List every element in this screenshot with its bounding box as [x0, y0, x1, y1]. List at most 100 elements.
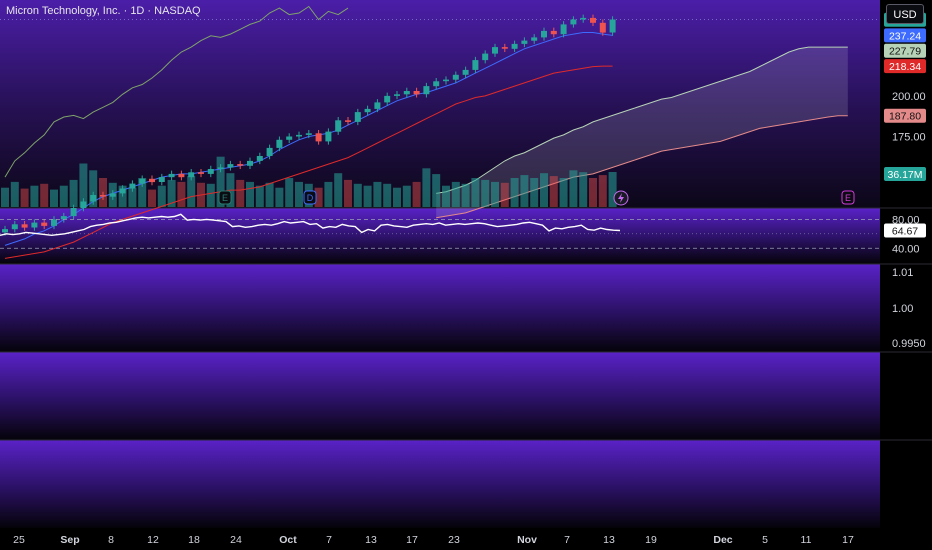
candle — [560, 21, 567, 38]
ichimoku-cloud — [436, 47, 848, 218]
lightning-event-icon[interactable] — [613, 190, 629, 206]
price-badge-text: 218.34 — [889, 61, 921, 73]
candle — [403, 87, 410, 98]
volume-bar — [334, 173, 343, 207]
volume-bar — [216, 156, 225, 207]
candle — [158, 173, 165, 186]
rsi-line — [0, 213, 621, 237]
candle-body — [325, 131, 332, 142]
candle — [70, 204, 77, 220]
time-axis-label: 5 — [762, 534, 768, 546]
candle — [345, 117, 351, 126]
price-badge-bg — [884, 28, 926, 43]
volume-bar — [510, 178, 519, 207]
candle — [384, 92, 391, 106]
volume-bar — [451, 181, 460, 207]
candle — [168, 170, 175, 181]
candle-body — [256, 156, 263, 161]
candle — [570, 16, 577, 28]
volume-bar — [79, 163, 88, 207]
volume-bar — [157, 185, 166, 207]
volume-bar — [236, 179, 245, 207]
kijun-sen — [4, 65, 613, 259]
time-axis-label: 7 — [564, 534, 570, 546]
candle-body — [178, 173, 185, 178]
senkou-span-b — [436, 115, 848, 219]
rsi-badge: 64.67 — [884, 223, 926, 238]
candle-body — [511, 43, 518, 49]
earnings-marker-future-icon-box — [841, 190, 855, 205]
candle — [41, 219, 48, 230]
candle — [21, 221, 28, 231]
volume-bar — [138, 178, 147, 207]
candle-body — [276, 139, 283, 148]
time-axis-label: 25 — [13, 534, 25, 546]
dividend-marker-icon[interactable]: D — [303, 190, 317, 205]
candle-body — [531, 37, 538, 41]
earnings-marker-future-icon[interactable]: E — [841, 190, 855, 205]
volume-bar — [461, 183, 470, 207]
candle-body — [433, 81, 440, 87]
time-axis-label: 17 — [842, 534, 854, 546]
symbol-title[interactable]: Micron Technology, Inc. · 1D · NASDAQ — [6, 5, 201, 17]
candle — [188, 169, 195, 181]
currency-button[interactable]: USD — [886, 4, 924, 24]
volume-bar — [20, 188, 29, 207]
candle — [501, 43, 508, 52]
candle — [51, 216, 57, 230]
candle-body — [119, 188, 126, 194]
volume-bar — [50, 189, 58, 207]
indicator-tick-label: 1.00 — [892, 303, 913, 315]
volume-bar — [589, 178, 597, 207]
candle — [599, 19, 606, 36]
volume-bar — [128, 187, 137, 207]
candle-body — [80, 201, 87, 208]
candle — [452, 71, 459, 83]
candle-body — [296, 134, 302, 137]
candle-body — [462, 69, 469, 75]
indicator-tick-label: 0.9950 — [892, 338, 926, 350]
volume-bar — [353, 183, 362, 207]
candle-body — [354, 112, 361, 122]
volume-bar — [206, 183, 215, 207]
time-axis-label: 8 — [108, 534, 114, 546]
volume-bar — [275, 187, 284, 207]
candle-body — [599, 22, 606, 33]
candle — [305, 130, 312, 139]
time-axis-label: 11 — [801, 534, 812, 546]
price-pane-bg — [0, 0, 880, 208]
candle — [354, 108, 361, 126]
volume-bar — [314, 187, 323, 207]
candle — [149, 175, 155, 186]
time-axis-label: 18 — [188, 534, 200, 546]
candle-body — [413, 91, 420, 95]
time-axis-label: 19 — [645, 534, 657, 546]
earnings-marker-icon[interactable]: E — [218, 190, 232, 205]
volume-bar — [520, 175, 529, 207]
volume-bar — [608, 172, 617, 207]
candle-body — [109, 193, 116, 197]
volume-bar — [59, 185, 68, 207]
candle — [531, 34, 538, 44]
candle — [80, 198, 87, 212]
volume-bar — [30, 185, 39, 207]
candle-body — [541, 30, 547, 38]
candle — [296, 131, 302, 140]
volume-bars — [1, 156, 617, 207]
candle-body — [315, 133, 322, 142]
candle — [590, 14, 596, 26]
time-axis-label: 17 — [406, 534, 418, 546]
candle-body — [51, 219, 57, 226]
candle — [315, 130, 322, 145]
candle — [443, 76, 449, 85]
candle-body — [266, 147, 273, 156]
candles — [2, 14, 616, 236]
dividend-marker-icon-letter: D — [307, 193, 314, 203]
candle — [541, 27, 547, 41]
candle — [256, 152, 263, 165]
candle-body — [384, 95, 391, 103]
candle-body — [2, 229, 8, 233]
candle-body — [609, 19, 616, 33]
candle — [364, 105, 371, 116]
